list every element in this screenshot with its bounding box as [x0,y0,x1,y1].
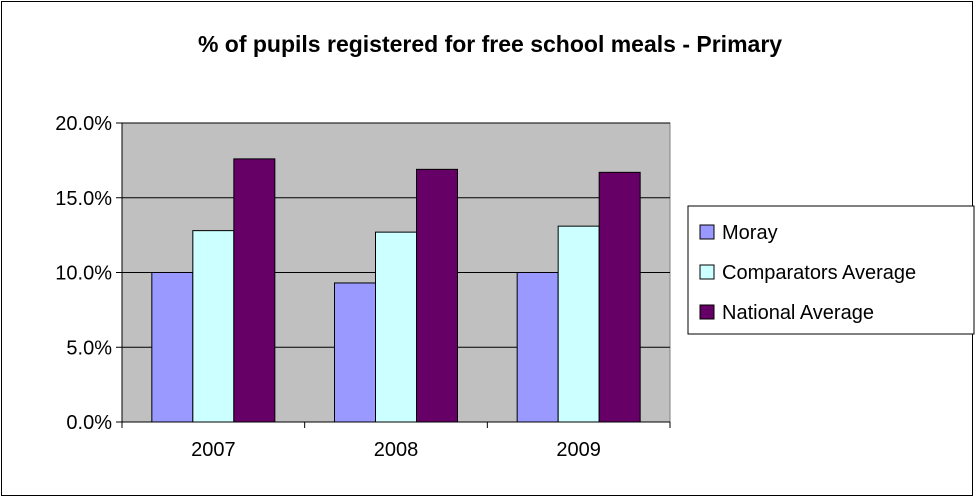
y-tick-label: 20.0% [55,113,112,135]
bar-moray [334,282,376,423]
axes [116,122,671,428]
bar-national-average [416,168,458,423]
bar-comparators-average [557,225,600,423]
legend-box [687,205,975,335]
x-tick-labels: 2007 2008 2009 [191,439,601,461]
legend: Moray Comparators Average National Average [687,205,975,335]
y-tick-label: 15.0% [55,188,112,210]
y-tick-labels: 0.0% 5.0% 10.0% 15.0% 20.0% [55,113,112,434]
legend-label: National Average [722,302,874,324]
y-tick-label: 0.0% [66,412,112,434]
legend-label: Moray [722,222,778,244]
bar-comparators-average [375,231,417,423]
y-tick-label: 10.0% [55,263,112,285]
y-tick-label: 5.0% [66,337,112,359]
legend-swatch [699,224,715,240]
bar-national-average [233,158,276,423]
legend-label: Comparators Average [722,262,916,284]
legend-swatch [699,264,715,280]
x-tick-label: 2009 [556,439,601,461]
bars [151,158,641,423]
bar-moray [516,272,559,423]
legend-swatch [699,304,715,320]
chart-title: % of pupils registered for free school m… [198,31,782,57]
bar-moray [151,272,194,423]
x-tick-label: 2007 [191,439,236,461]
x-tick-label: 2008 [374,439,419,461]
bar-comparators-average [192,230,235,423]
bar-national-average [598,171,641,423]
